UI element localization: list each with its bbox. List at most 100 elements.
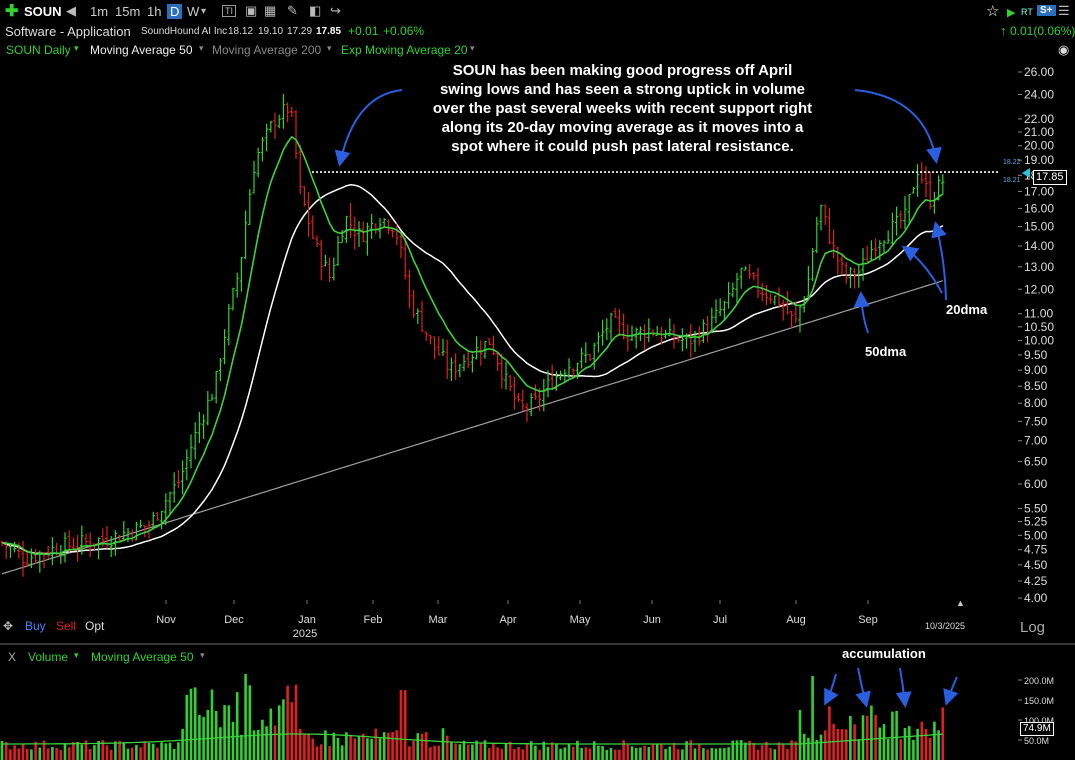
s-plus-badge[interactable]: S+: [1037, 5, 1056, 16]
month-label: Dec: [224, 614, 244, 626]
change-value: +0.01: [348, 24, 379, 38]
ma50-label[interactable]: Moving Average 50: [90, 43, 193, 57]
close-volume-panel-button[interactable]: X: [8, 650, 17, 664]
pencil-icon[interactable]: ✎: [287, 3, 298, 18]
low-price: 17.29: [287, 26, 313, 37]
price-tick-label: 5.50: [1024, 502, 1048, 516]
year-label: 2025: [293, 628, 317, 640]
star-icon[interactable]: ☆: [986, 3, 1000, 20]
month-label: Nov: [156, 614, 176, 626]
chevron-down-icon[interactable]: ▾: [74, 650, 79, 660]
log-scale-toggle[interactable]: Log: [1020, 619, 1046, 636]
annotation-arrow: [931, 221, 947, 301]
sell-button[interactable]: Sell: [56, 619, 77, 633]
add-symbol-icon[interactable]: ✚: [5, 3, 19, 20]
price-tick-label: 7.00: [1024, 434, 1048, 448]
price-tick-label: 24.00: [1024, 87, 1054, 101]
price-tick-label: 19.00: [1024, 153, 1054, 167]
annotation-arrow: [943, 676, 959, 706]
annotation-line: over the past several weeks with recent …: [432, 100, 813, 117]
price-tick-label: 4.25: [1024, 574, 1048, 588]
price-tick-label: 15.00: [1024, 220, 1054, 234]
last-date-label: 10/3/2025: [925, 621, 965, 631]
price-tick-label: 22.00: [1024, 112, 1054, 126]
month-label: Jul: [713, 614, 727, 626]
price-tick-label: 21.00: [1024, 125, 1054, 139]
palette-icon[interactable]: ◉: [1058, 42, 1070, 57]
price-tick-label: 8.50: [1024, 379, 1048, 393]
volume-label[interactable]: Volume: [28, 650, 69, 664]
template-icon[interactable]: TI: [222, 5, 236, 17]
price-tag-low: 18.21: [1003, 177, 1021, 184]
interval-15m[interactable]: 15m: [115, 4, 141, 19]
annotation-arrow: [895, 667, 912, 708]
crosshair-icon[interactable]: ✥: [3, 619, 14, 633]
chevron-down-icon[interactable]: ▾: [470, 43, 475, 53]
price-tag-high: 18.22: [1003, 159, 1021, 166]
ma200-label[interactable]: Moving Average 200: [212, 43, 322, 57]
chevron-down-icon[interactable]: ▾: [201, 6, 207, 17]
annotation-text: SOUN has been making good progress off A…: [410, 61, 835, 156]
chart-title[interactable]: SOUN Daily: [6, 43, 71, 57]
drawing-tools-icon[interactable]: ▣: [245, 3, 258, 18]
interval-weekly[interactable]: W: [187, 4, 200, 19]
close-price: 17.85: [316, 26, 342, 37]
quote-row: Software - Application SoundHound AI Inc…: [0, 22, 1075, 40]
month-label: Aug: [786, 614, 806, 626]
options-button[interactable]: Opt: [85, 619, 105, 633]
price-tick-label: 11.00: [1024, 307, 1053, 321]
price-tick-label: 9.00: [1024, 363, 1048, 377]
menu-icon[interactable]: ☰: [1058, 3, 1070, 18]
chevron-down-icon[interactable]: ▾: [74, 43, 79, 53]
symbol-label[interactable]: SOUN: [24, 4, 62, 19]
annotation-arrow: [824, 673, 839, 706]
month-label: Sep: [858, 614, 878, 626]
price-tick-label: 26.00: [1024, 65, 1054, 79]
price-tick-label: 4.50: [1024, 558, 1048, 572]
price-tick-label: 10.50: [1024, 320, 1054, 334]
price-tick-label: 5.00: [1024, 528, 1048, 542]
top-toolbar: ✚ SOUN ◀ 1m 15m 1h D W ▾ TI ▣ ▦ ✎ ◧ ↪ ☆ …: [0, 0, 1075, 24]
open-price: 18.12: [228, 26, 254, 37]
indicator-row: SOUN Daily ▾ Moving Average 50 ▾ Moving …: [0, 41, 1075, 59]
interval-1m[interactable]: 1m: [90, 4, 109, 19]
month-label: Mar: [429, 614, 448, 626]
price-tick-label: 13.00: [1024, 260, 1054, 274]
last-volume-tag: 74.9M: [1020, 722, 1054, 736]
interval-1h[interactable]: 1h: [147, 4, 162, 19]
company-name: SoundHound AI Inc: [141, 26, 228, 37]
chevron-down-icon[interactable]: ▾: [199, 43, 204, 53]
label-50dma: 50dma: [865, 344, 907, 359]
ema20-label[interactable]: Exp Moving Average 20: [341, 43, 468, 57]
scroll-up-icon[interactable]: ▲: [956, 598, 965, 608]
volume-header: X Volume ▾ Moving Average 50 ▾: [0, 648, 1075, 666]
industry-label: Software - Application: [5, 24, 131, 39]
price-tick-label: 6.50: [1024, 455, 1048, 469]
interval-daily[interactable]: D: [167, 4, 183, 19]
realtime-flag-icon[interactable]: ▶: [1007, 7, 1016, 19]
month-label: Feb: [364, 614, 383, 626]
annotation-line: swing lows and has seen a strong uptick …: [439, 81, 806, 98]
annotation-arrow: [855, 667, 871, 708]
volume-ma-label[interactable]: Moving Average 50: [91, 650, 194, 664]
annotation-arrow: [334, 89, 403, 167]
calculator-icon[interactable]: ▦: [264, 3, 277, 18]
buy-button[interactable]: Buy: [25, 619, 46, 633]
price-tick-label: 14.00: [1024, 239, 1054, 253]
share-icon[interactable]: ↪: [330, 3, 341, 18]
panel-divider[interactable]: [0, 643, 1075, 645]
megaphone-icon[interactable]: ◀: [66, 3, 76, 18]
rt-label: RT: [1021, 7, 1033, 17]
compare-icon[interactable]: ◧: [309, 3, 322, 18]
ma50-series-line: [1, 184, 944, 555]
chevron-down-icon[interactable]: ▾: [327, 43, 332, 53]
last-price-tag: 17.85: [1033, 170, 1067, 185]
volume-ma-line: [2, 733, 943, 745]
chevron-down-icon[interactable]: ▾: [200, 650, 205, 660]
volume-tick-label: 150.0M: [1024, 696, 1054, 706]
right-change: 0.01(0.06%): [1010, 24, 1075, 38]
label-accumulation: accumulation: [842, 646, 926, 661]
month-label: Jun: [643, 614, 661, 626]
price-tick-label: 10.00: [1024, 334, 1054, 348]
